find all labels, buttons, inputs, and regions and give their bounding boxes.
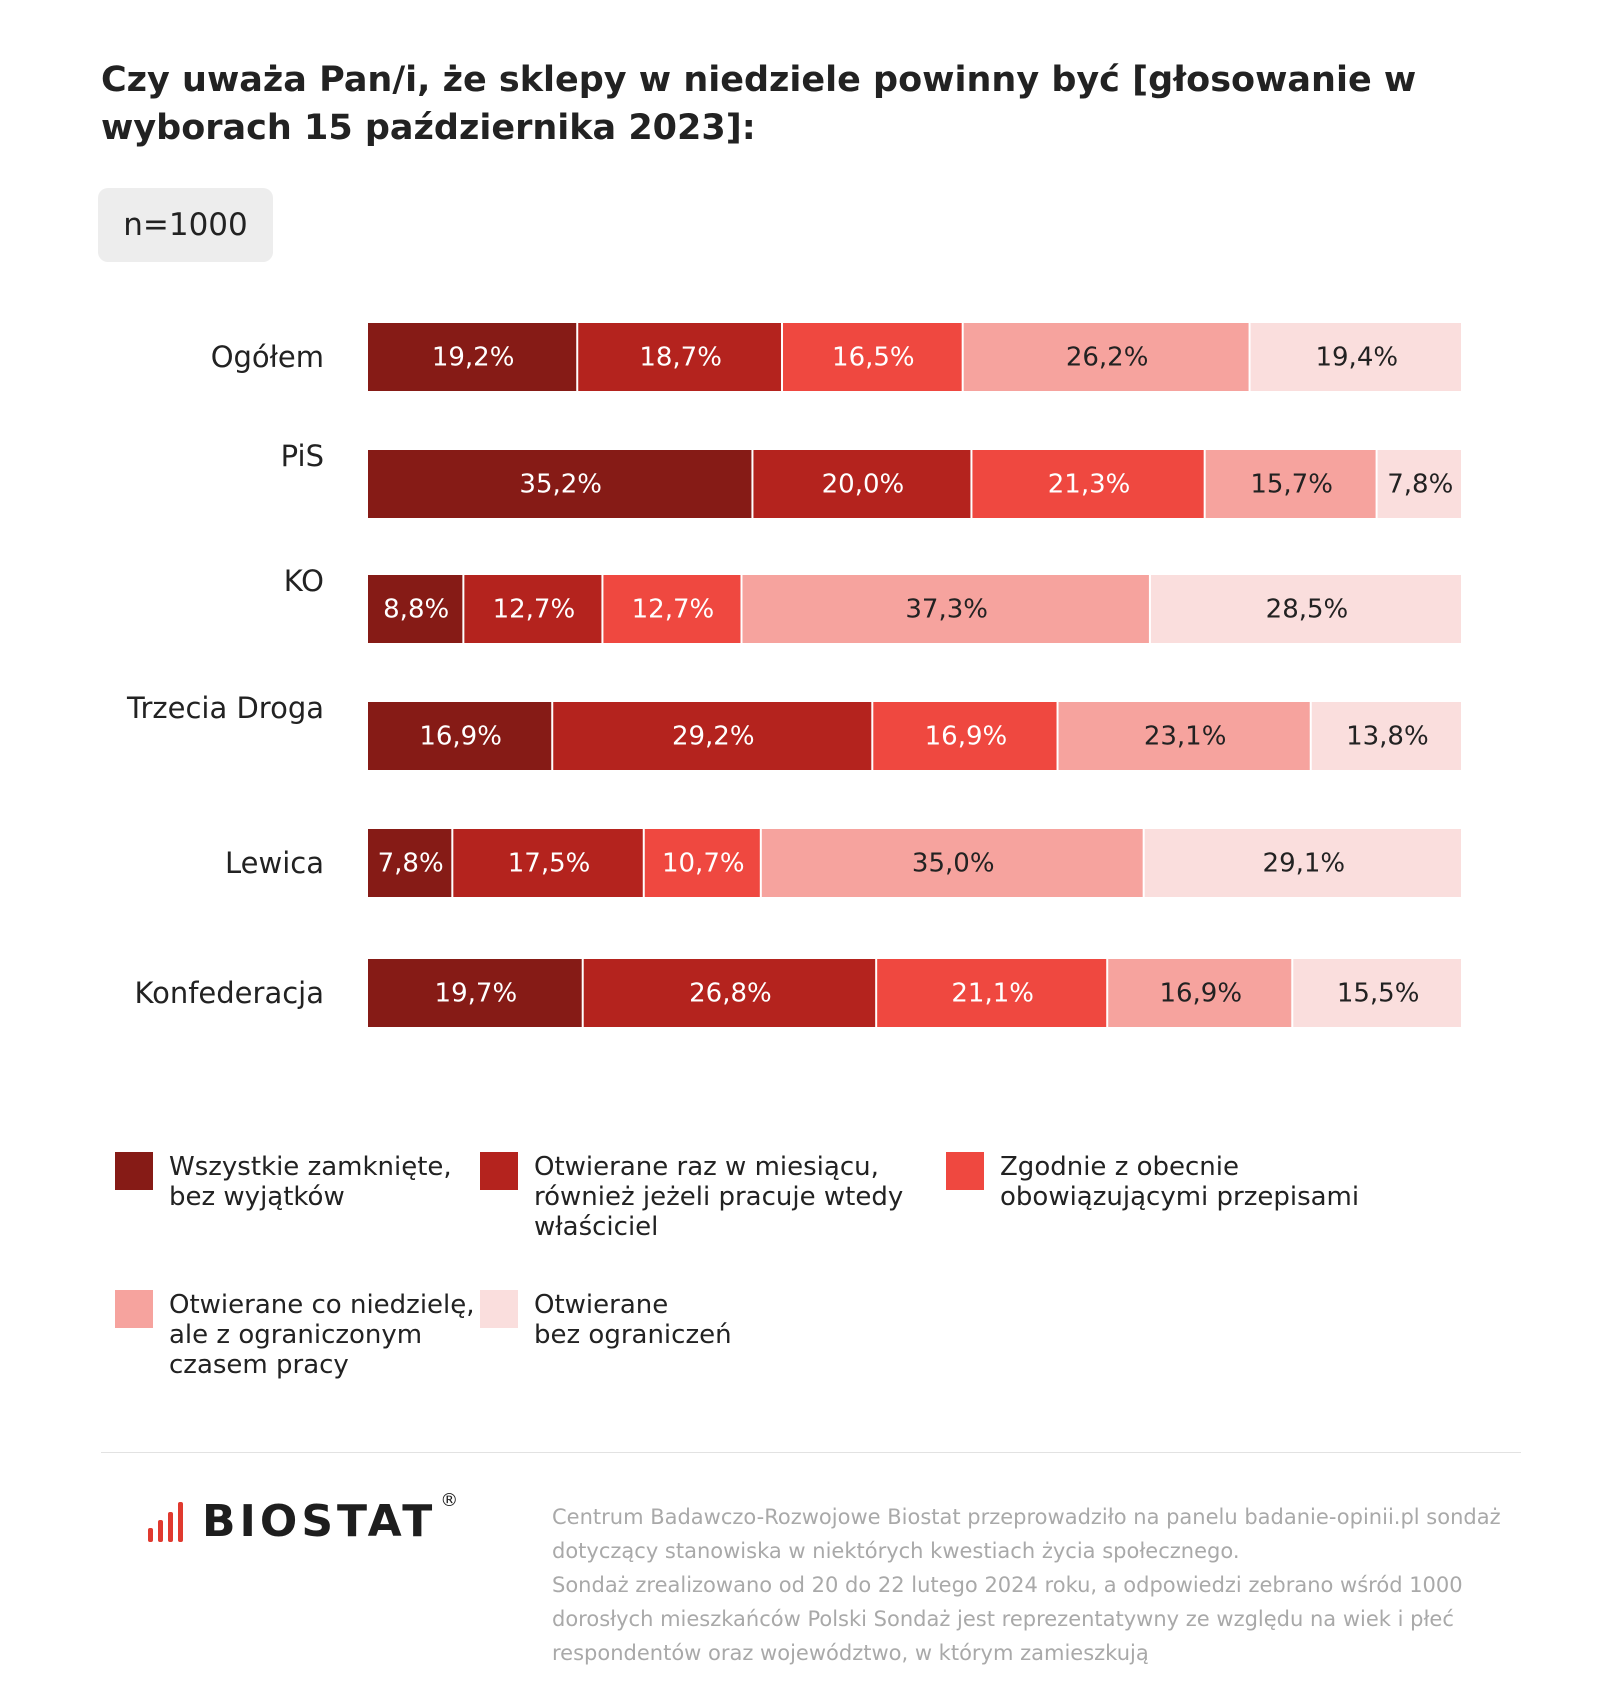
category-label: Ogółem [211, 340, 324, 374]
legend-label: Wszystkie zamknięte, bez wyjątków [169, 1152, 452, 1212]
bar-value-label: 16,5% [832, 343, 915, 373]
bar-segment [1293, 959, 1461, 1027]
footer-divider [101, 1452, 1521, 1453]
bar-segment [877, 959, 1107, 1027]
bar-segment [873, 702, 1057, 770]
bar-segment [583, 959, 876, 1027]
bar-segment [753, 450, 971, 518]
bar-value-label: 18,7% [639, 343, 722, 373]
bar-segment [368, 829, 452, 897]
logo-bars-icon [148, 1502, 188, 1542]
legend-swatch [115, 1152, 153, 1190]
legend-item: Zgodnie z obecnie obowiązującymi przepis… [946, 1152, 1359, 1212]
bar-segment [742, 575, 1149, 643]
legend-item: Otwierane co niedzielę, ale z ograniczon… [115, 1290, 475, 1380]
bar-segment [1205, 450, 1376, 518]
bar-value-label: 7,8% [378, 849, 444, 879]
bar-value-label: 23,1% [1144, 722, 1227, 752]
bar-value-label: 8,8% [383, 595, 449, 625]
footnote-paragraph-1: Centrum Badawczo-Rozwojowe Biostat przep… [552, 1505, 1501, 1563]
legend-swatch [115, 1290, 153, 1328]
bar-segment [464, 575, 602, 643]
bar-value-label: 26,8% [689, 979, 772, 1009]
bar-value-label: 35,2% [519, 470, 602, 500]
bar-value-label: 16,9% [419, 722, 502, 752]
bar-segment [1108, 959, 1292, 1027]
bar-value-label: 7,8% [1387, 470, 1453, 500]
bar-segment [963, 323, 1249, 391]
bar-segment [644, 829, 760, 897]
bar-segment [368, 702, 552, 770]
legend-label: Otwierane bez ograniczeń [534, 1290, 732, 1350]
category-label: Konfederacja [135, 976, 324, 1010]
bar-value-label: 21,1% [951, 979, 1034, 1009]
chart-title: Czy uważa Pan/i, że sklepy w niedziele p… [101, 60, 1417, 148]
bar-value-label: 12,7% [632, 595, 715, 625]
logo-text: BIOSTAT [202, 1496, 437, 1547]
legend-label: Otwierane co niedzielę, ale z ograniczon… [169, 1290, 475, 1380]
biostat-logo: BIOSTAT ® [148, 1490, 458, 1547]
legend-swatch [946, 1152, 984, 1190]
legend-label: Otwierane raz w miesiącu, również jeżeli… [534, 1152, 904, 1242]
bar-segment [1311, 702, 1461, 770]
bar-segment [972, 450, 1204, 518]
logo-registered-mark: ® [440, 1490, 459, 1511]
bar-segment [1250, 323, 1461, 391]
legend-label: Zgodnie z obecnie obowiązującymi przepis… [1000, 1152, 1360, 1212]
legend-item: Otwierane raz w miesiącu, również jeżeli… [480, 1152, 903, 1242]
bar-value-label: 12,7% [493, 595, 576, 625]
footnote-paragraph-2: Sondaż zrealizowano od 20 do 22 lutego 2… [552, 1573, 1463, 1665]
legend-item: Wszystkie zamknięte, bez wyjątków [115, 1152, 452, 1212]
bar-value-label: 10,7% [662, 849, 745, 879]
bar-segment [1150, 575, 1461, 643]
stacked-bar-chart: Ogółem 19,2% 18,7% 16,5% 26,2% 19,4% PiS 35,2% 2… [126, 323, 1461, 1027]
survey-footnote: Centrum Badawczo-Rozwojowe Biostat przep… [552, 1500, 1512, 1670]
category-label: PiS [281, 439, 324, 473]
bar-value-label: 13,8% [1346, 722, 1429, 752]
bar-segment [368, 323, 577, 391]
bar-value-label: 16,9% [1159, 979, 1242, 1009]
bar-segment [761, 829, 1143, 897]
bar-value-label: 21,3% [1048, 470, 1131, 500]
category-label: Lewica [225, 846, 324, 880]
bar-value-label: 37,3% [905, 595, 988, 625]
sample-size-badge: n=1000 [98, 188, 273, 262]
category-label: Trzecia Droga [126, 691, 324, 725]
bar-value-label: 26,2% [1066, 343, 1149, 373]
bar-segment [553, 702, 872, 770]
bar-value-label: 19,7% [435, 979, 518, 1009]
bar-value-label: 15,5% [1337, 979, 1420, 1009]
bar-value-label: 29,2% [672, 722, 755, 752]
bar-segment [783, 323, 962, 391]
bar-segment [453, 829, 643, 897]
bar-segment [1144, 829, 1461, 897]
bar-value-label: 28,5% [1266, 595, 1349, 625]
bar-value-label: 19,2% [432, 343, 515, 373]
bar-value-label: 16,9% [925, 722, 1008, 752]
bar-segment [368, 575, 463, 643]
legend-item: Otwierane bez ograniczeń [480, 1290, 732, 1350]
bar-value-label: 29,1% [1263, 849, 1346, 879]
bar-segment [1377, 450, 1461, 518]
legend-swatch [480, 1290, 518, 1328]
bar-segment [1058, 702, 1310, 770]
bar-segment [368, 959, 582, 1027]
bar-segment [578, 323, 782, 391]
bar-segment [603, 575, 741, 643]
category-label: KO [284, 564, 324, 598]
bar-value-label: 19,4% [1315, 343, 1398, 373]
bar-value-label: 15,7% [1250, 470, 1333, 500]
bar-segment [368, 450, 752, 518]
bar-value-label: 17,5% [508, 849, 591, 879]
legend-swatch [480, 1152, 518, 1190]
bar-value-label: 35,0% [912, 849, 995, 879]
bar-value-label: 20,0% [822, 470, 905, 500]
